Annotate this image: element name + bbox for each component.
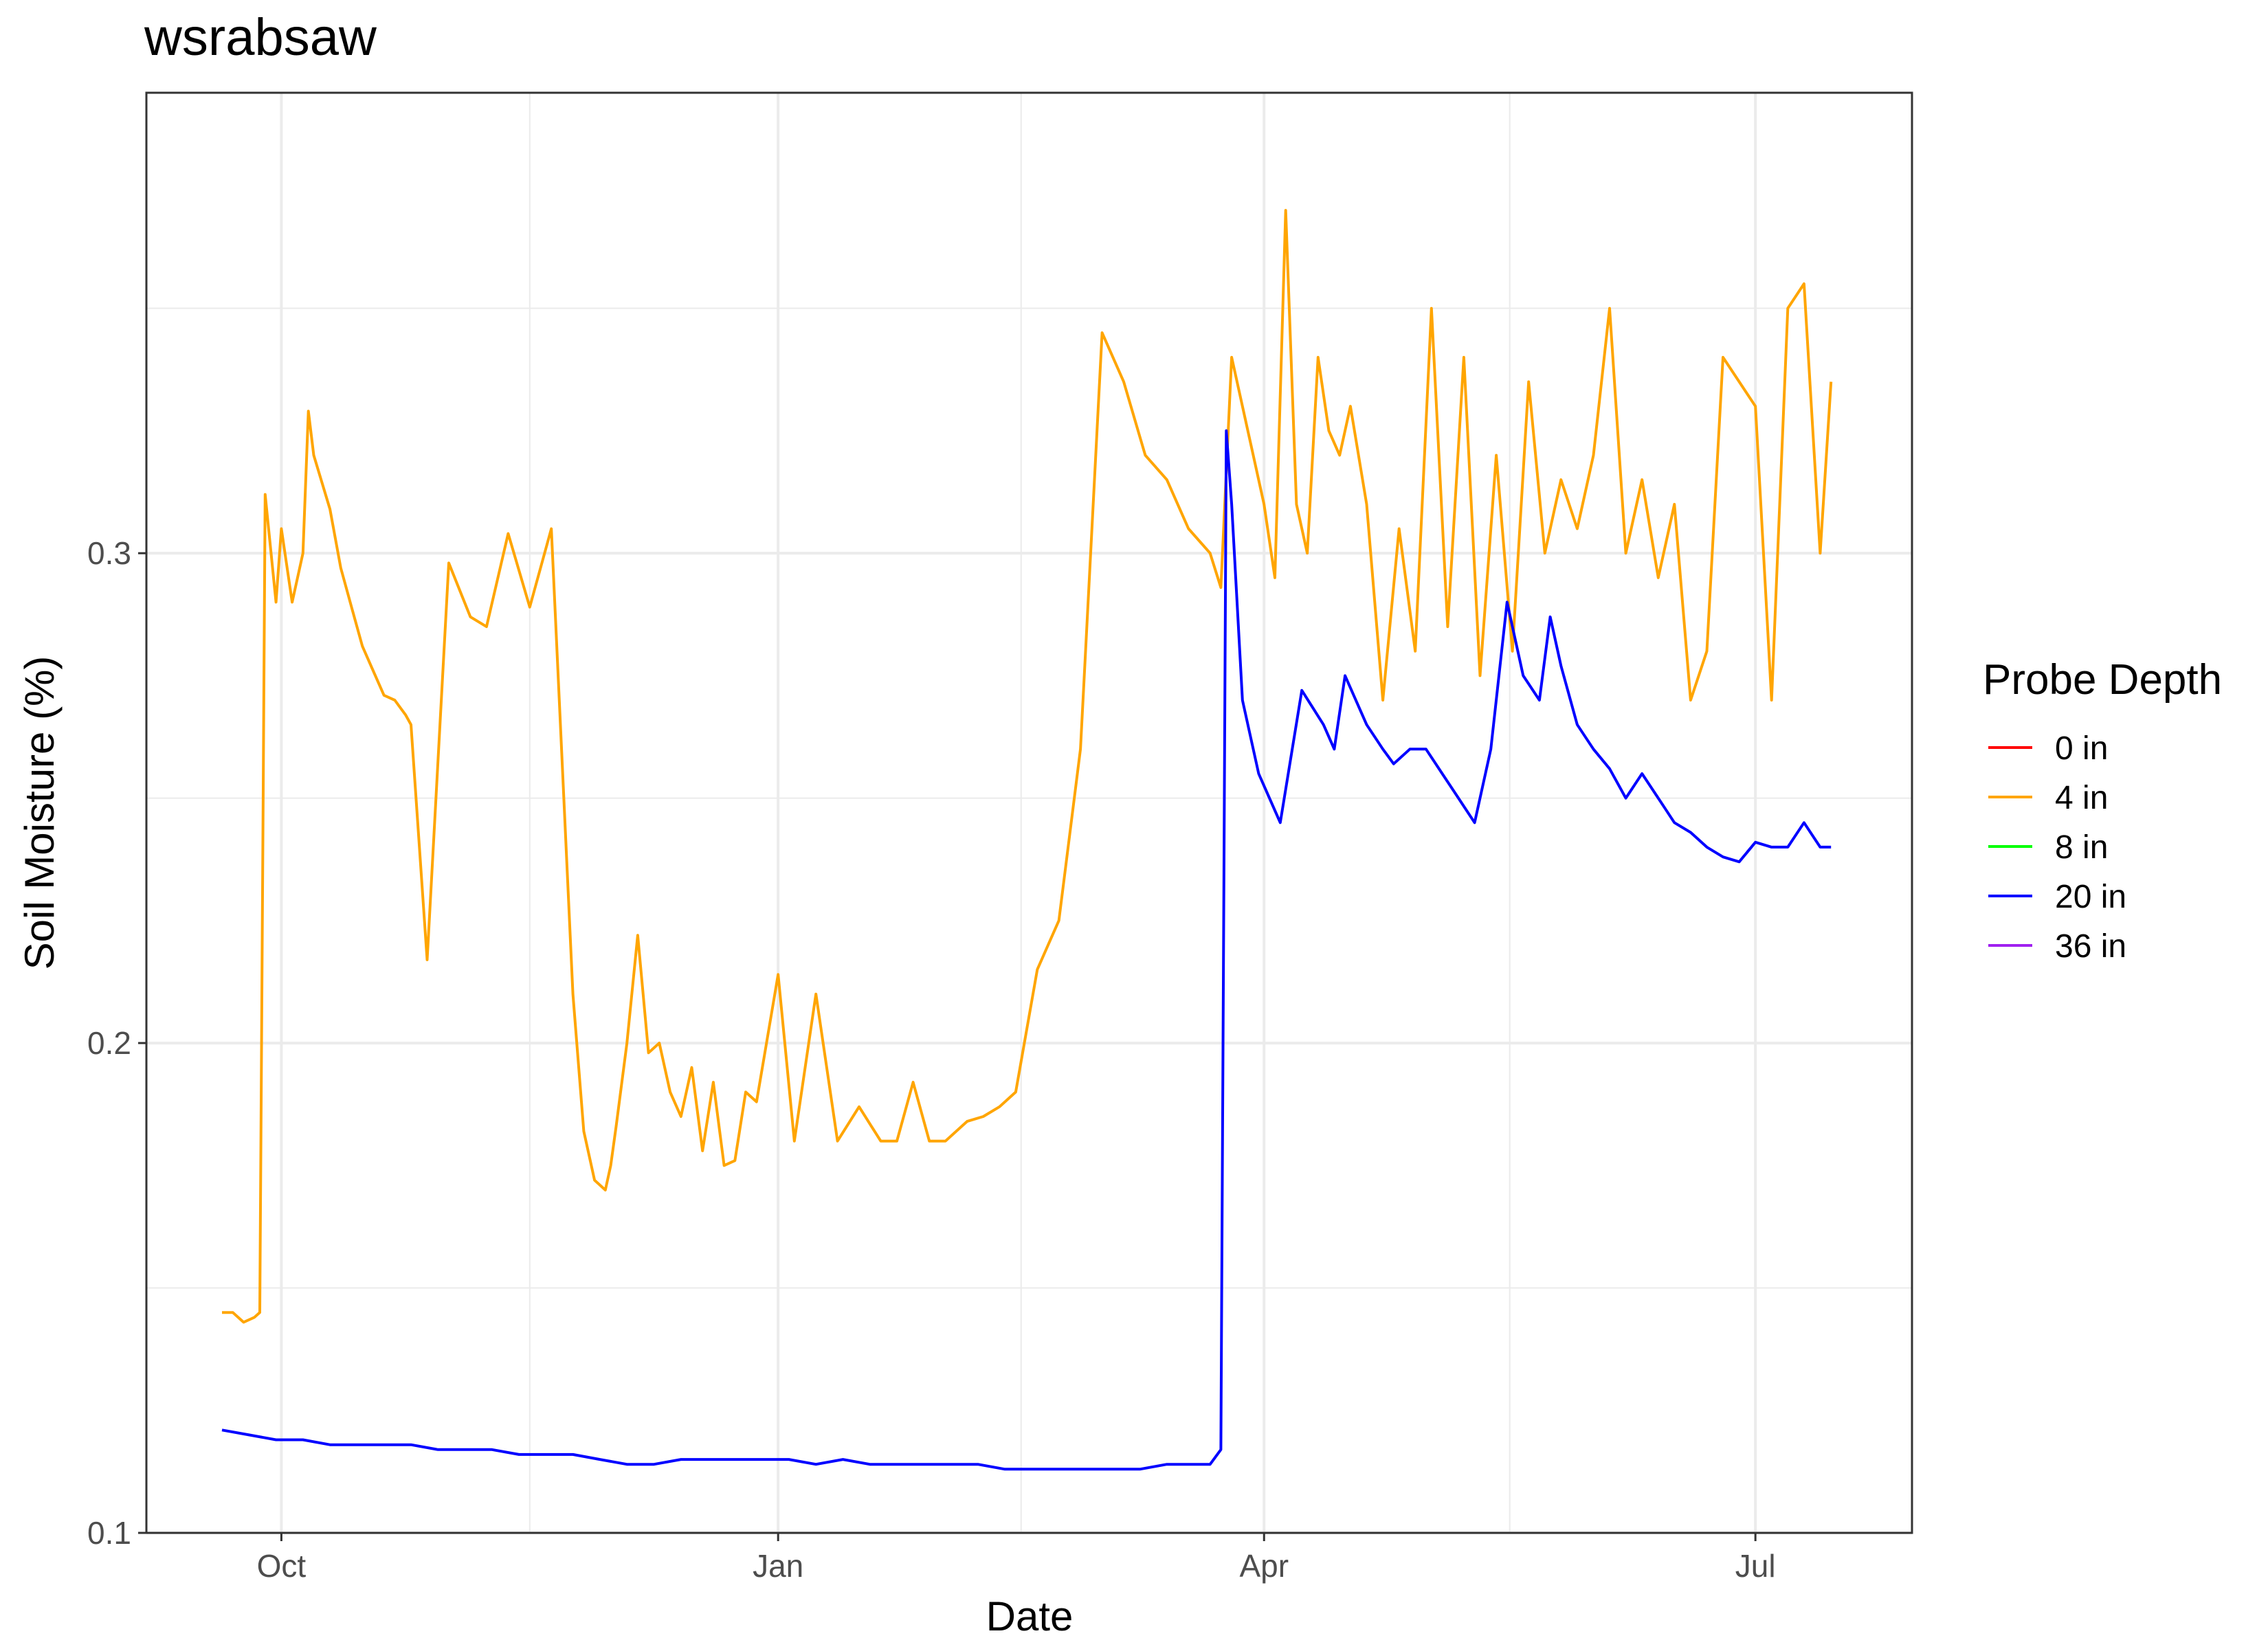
series-line-4-in	[222, 209, 1833, 1324]
y-tick-label: 0.3	[87, 535, 131, 571]
x-axis-title: Date	[986, 1593, 1074, 1639]
plot-panel	[146, 93, 1912, 1533]
x-tick-label: Jul	[1735, 1548, 1776, 1584]
x-tick-label: Apr	[1239, 1548, 1289, 1584]
legend-label: 4 in	[2055, 780, 2108, 816]
x-tick-label: Jan	[753, 1548, 803, 1584]
y-tick-label: 0.1	[87, 1515, 131, 1551]
x-tick-label: Oct	[257, 1548, 307, 1584]
series-lines	[221, 209, 1833, 1471]
legend-label: 36 in	[2055, 928, 2126, 965]
legend-title: Probe Depth	[1983, 656, 2222, 704]
y-tick-label: 0.2	[87, 1025, 131, 1061]
series-line-20-in	[221, 429, 1832, 1471]
legend-label: 20 in	[2055, 879, 2126, 915]
plot-panel-border	[145, 91, 1913, 1534]
chart-title: wsrabsaw	[144, 8, 377, 67]
legend-label: 0 in	[2055, 730, 2108, 767]
legend: Probe Depth 0 in 4 in 8 in 20 in 36 in	[1983, 656, 2222, 965]
y-axis-title: Soil Moisture (%)	[16, 656, 63, 970]
axes: 0.1 0.2 0.3 Oct Jan Apr Jul	[87, 535, 1776, 1584]
legend-label: 8 in	[2055, 829, 2108, 866]
